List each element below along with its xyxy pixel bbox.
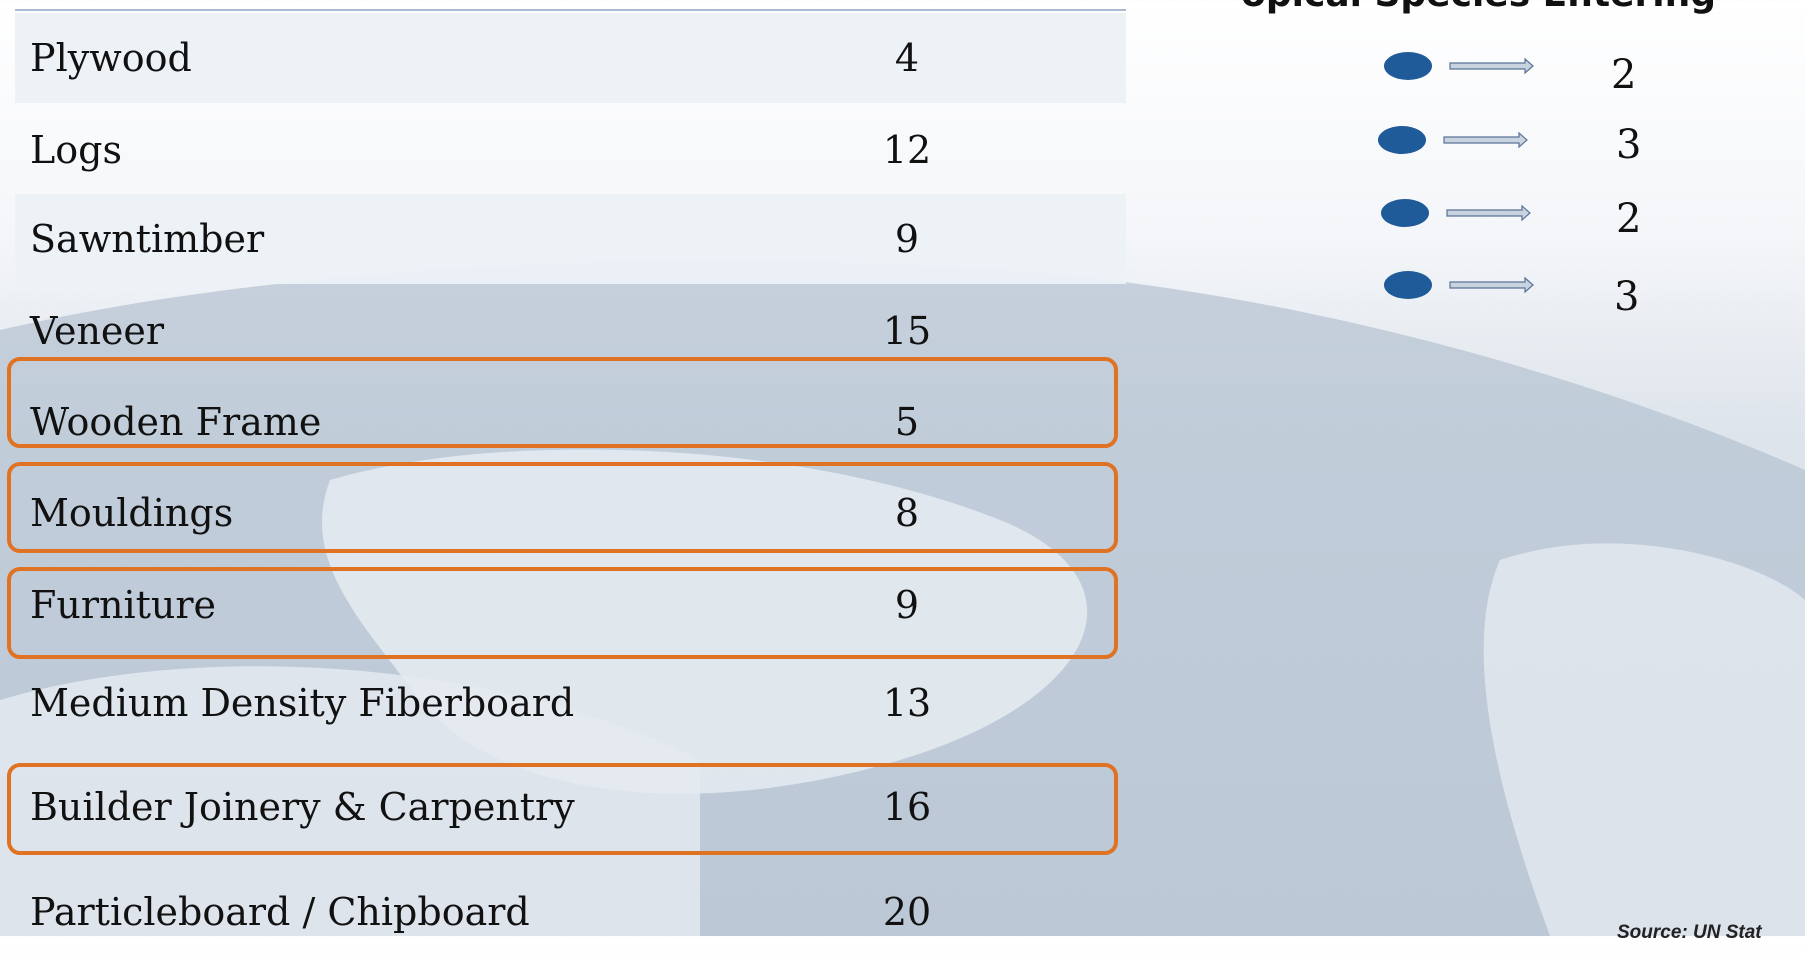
table-row: Furniture 9 <box>15 560 1126 650</box>
species-markers <box>1378 52 1534 299</box>
row-value: 16 <box>882 785 932 829</box>
table-row: Builder Joinery & Carpentry 16 <box>15 762 1126 852</box>
row-label: Builder Joinery & Carpentry <box>30 785 575 829</box>
highlight-box <box>7 567 1118 659</box>
species-count: 2 <box>1616 196 1642 242</box>
species-count: 3 <box>1616 122 1642 168</box>
row-value: 9 <box>894 583 920 627</box>
table-row: Veneer 15 <box>15 286 1126 376</box>
table-row: Particleboard / Chipboard 20 <box>15 867 1126 957</box>
row-value: 8 <box>894 491 920 535</box>
table-row: Medium Density Fiberboard 13 <box>15 658 1126 748</box>
title: opical Species Entering <box>1241 0 1716 15</box>
table-row: Mouldings 8 <box>15 468 1126 558</box>
highlight-box <box>7 763 1118 855</box>
table-row: Wooden Frame 5 <box>15 377 1126 467</box>
row-label: Mouldings <box>30 491 234 535</box>
row-value: 12 <box>882 128 932 172</box>
row-label: Veneer <box>30 309 165 353</box>
row-value: 5 <box>894 400 920 444</box>
row-label: Furniture <box>30 583 217 627</box>
row-label: Plywood <box>30 36 192 80</box>
row-label: Logs <box>30 128 122 172</box>
row-label: Wooden Frame <box>30 400 322 444</box>
highlight-box <box>7 357 1118 448</box>
source-note: Source: UN Stat <box>1617 922 1762 943</box>
table-row: Plywood 4 <box>15 13 1126 103</box>
row-value: 4 <box>894 36 920 80</box>
map-background <box>0 9 1805 936</box>
species-count: 2 <box>1611 52 1637 98</box>
highlight-box <box>7 462 1118 553</box>
species-count: 3 <box>1614 274 1640 320</box>
row-label: Particleboard / Chipboard <box>30 890 530 934</box>
row-label: Medium Density Fiberboard <box>30 681 575 725</box>
row-value: 20 <box>882 890 932 934</box>
table-row: Logs 12 <box>15 105 1126 195</box>
row-value: 13 <box>882 681 932 725</box>
table-row: Sawntimber 9 <box>15 194 1126 284</box>
row-value: 15 <box>882 309 932 353</box>
row-label: Sawntimber <box>30 217 265 261</box>
row-value: 9 <box>894 217 920 261</box>
